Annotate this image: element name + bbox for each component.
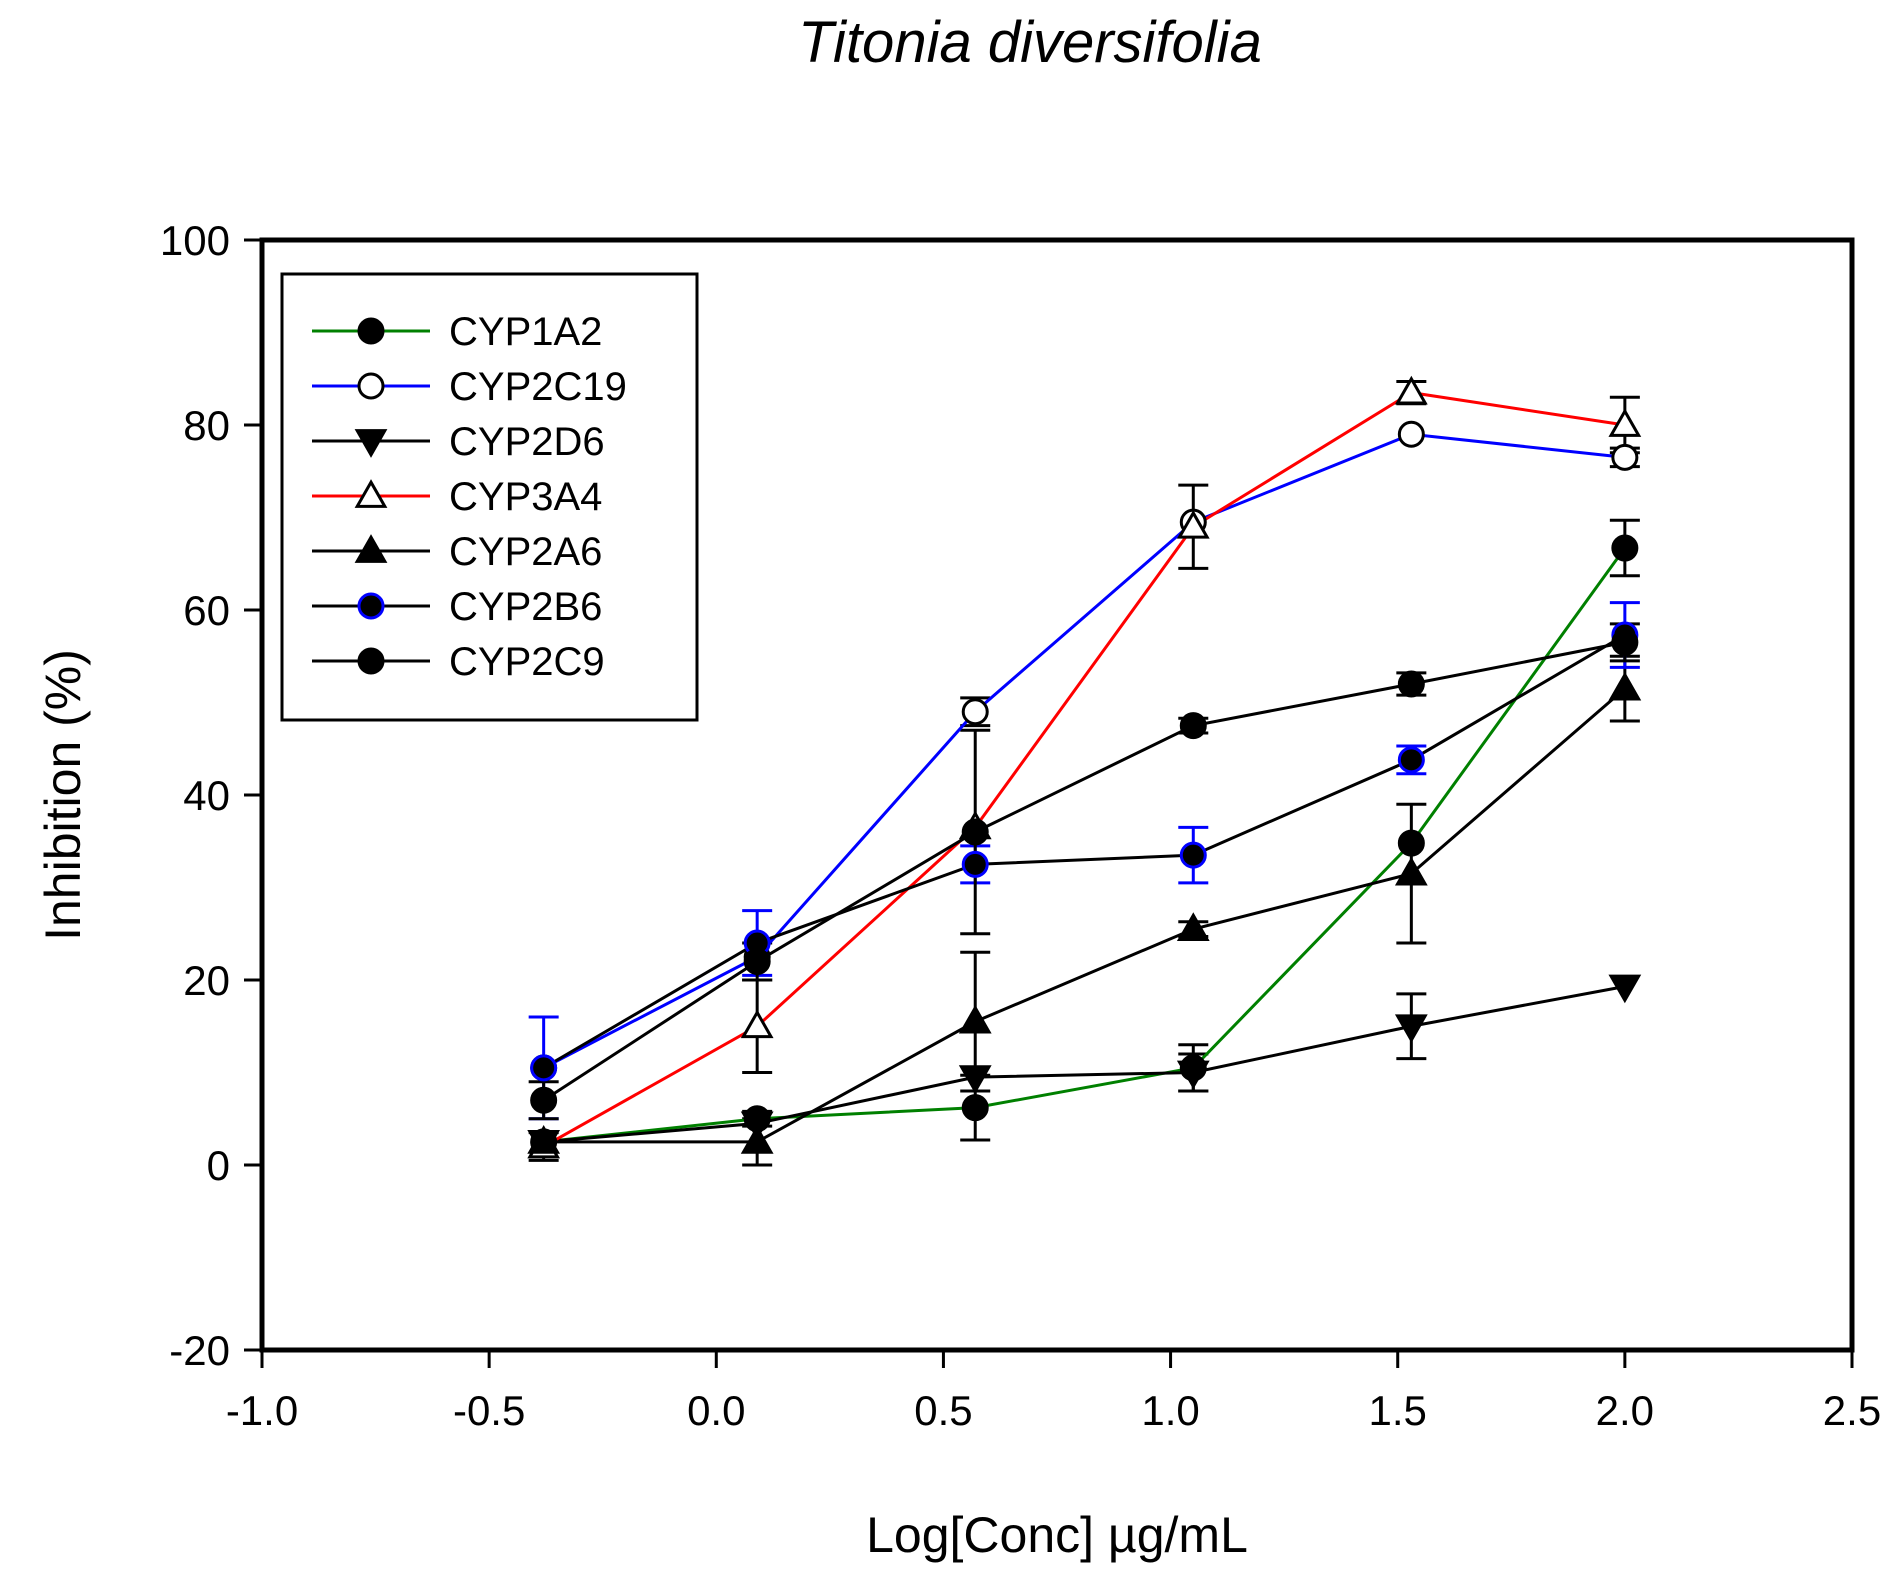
legend-marker — [354, 534, 388, 563]
series-line-cyp2a6 — [543, 687, 1626, 1144]
legend-item-cyp2c19: CYP2C19 — [312, 365, 627, 409]
data-point — [1397, 746, 1425, 774]
error-bars-cyp1a2 — [742, 518, 1640, 1142]
legend-item-cyp1a2: CYP1A2 — [312, 310, 602, 354]
series-line-cyp3a4 — [542, 391, 1626, 1148]
y-tick-label: 80 — [183, 402, 230, 449]
series-line-cyp2c19 — [542, 432, 1626, 1070]
data-point — [1397, 670, 1425, 698]
legend-label: CYP2C9 — [449, 640, 605, 684]
data-point — [530, 1086, 558, 1114]
x-tick-label: 1.5 — [1369, 1387, 1427, 1434]
data-point — [1394, 856, 1428, 886]
y-tick-label: -20 — [169, 1327, 230, 1374]
legend-label: CYP3A4 — [449, 475, 602, 519]
legend-item-cyp2a6: CYP2A6 — [312, 530, 602, 574]
legend-marker — [354, 429, 388, 458]
x-tick-label: 2.0 — [1596, 1387, 1654, 1434]
chart-title: Titonia diversifolia — [798, 10, 1262, 75]
legend: CYP1A2 CYP2C19 CYP2D6 CYP3A4 CYP2A6 CYP2B6 CYP… — [280, 272, 699, 722]
data-point — [740, 1125, 774, 1154]
legend-marker — [357, 372, 385, 400]
data-point — [1397, 829, 1425, 857]
y-tick-label: 40 — [183, 772, 230, 819]
x-tick-label: -0.5 — [453, 1387, 525, 1434]
x-tick-label: 2.5 — [1823, 1387, 1881, 1434]
data-point — [1611, 628, 1639, 656]
data-point — [1611, 443, 1639, 471]
x-axis-label: Log[Conc] µg/mL — [866, 1507, 1248, 1563]
plot-series — [527, 375, 1642, 1167]
data-point — [1179, 841, 1207, 869]
data-point — [740, 1009, 774, 1039]
data-point — [1176, 509, 1210, 539]
y-tick-label: 100 — [160, 217, 230, 264]
error-bars-cyp2c19 — [960, 446, 1640, 728]
markers-cyp2a6 — [527, 671, 1642, 1154]
legend-label: CYP2A6 — [449, 530, 602, 574]
x-tick-label: -1.0 — [226, 1387, 298, 1434]
y-axis: -20 0 20 40 60 80 100 — [160, 217, 262, 1374]
data-point — [961, 698, 989, 726]
data-point — [1176, 1060, 1210, 1090]
legend-item-cyp2d6: CYP2D6 — [312, 420, 605, 464]
x-tick-label: 1.0 — [1141, 1387, 1199, 1434]
data-point — [530, 1054, 558, 1082]
legend-item-cyp3a4: CYP3A4 — [312, 475, 602, 519]
data-point — [1608, 408, 1642, 437]
data-point — [961, 1094, 989, 1122]
series-line-cyp2b6 — [542, 633, 1626, 1070]
data-point — [1397, 420, 1425, 448]
x-tick-label: 0.5 — [914, 1387, 972, 1434]
legend-marker — [357, 647, 385, 675]
data-point — [743, 948, 771, 975]
data-point — [961, 850, 989, 878]
legend-label: CYP1A2 — [449, 310, 602, 354]
data-point — [527, 1125, 561, 1154]
data-point — [958, 1065, 992, 1094]
data-point — [1608, 671, 1642, 701]
markers-cyp2c9 — [530, 628, 1639, 1114]
legend-marker — [357, 592, 385, 620]
data-point — [958, 1004, 992, 1034]
y-tick-label: 20 — [183, 957, 230, 1004]
y-axis-label: Inhibition (%) — [35, 649, 91, 941]
error-bars-cyp2d6 — [1178, 992, 1427, 1093]
legend-label: CYP2B6 — [449, 585, 602, 629]
legend-marker — [354, 479, 388, 508]
x-axis: -1.0 -0.5 0.0 0.5 1.0 1.5 2.0 2.5 — [226, 1350, 1881, 1434]
legend-item-cyp2c9: CYP2C9 — [312, 640, 605, 684]
series-line-cyp1a2 — [543, 547, 1627, 1144]
x-tick-label: 0.0 — [687, 1387, 745, 1434]
data-point — [1608, 974, 1642, 1004]
legend-label: CYP2D6 — [449, 420, 605, 464]
legend-label: CYP2C19 — [449, 365, 627, 409]
data-point — [1394, 375, 1428, 405]
y-tick-label: 0 — [207, 1142, 230, 1189]
series-line-cyp2c9 — [542, 640, 1626, 1102]
series-line-cyp2d6 — [543, 985, 1626, 1144]
legend-marker — [357, 317, 385, 345]
data-point — [1394, 1014, 1428, 1044]
data-point — [1179, 712, 1207, 740]
y-tick-label: 60 — [183, 587, 230, 634]
data-point — [1176, 912, 1210, 941]
data-point — [1611, 534, 1639, 562]
legend-item-cyp2b6: CYP2B6 — [312, 585, 602, 629]
data-point — [961, 818, 989, 846]
